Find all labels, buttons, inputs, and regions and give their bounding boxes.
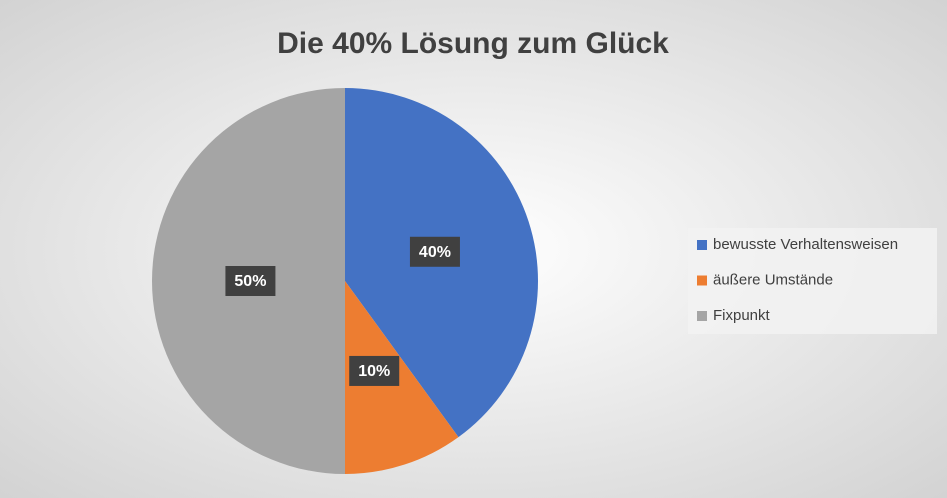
- value-label-box: [349, 355, 400, 386]
- legend-swatch: [697, 275, 707, 286]
- value-label-box: [225, 266, 276, 296]
- legend-swatch: [697, 240, 707, 250]
- legend-text: äußere Umstände: [713, 271, 833, 288]
- legend-swatch: [697, 311, 707, 321]
- legend-text: Fixpunkt: [713, 307, 771, 324]
- pie-slice: [345, 281, 459, 474]
- legend-text: bewusste Verhaltensweisen: [713, 236, 898, 253]
- value-label-box: [409, 236, 460, 267]
- value-label: 50%: [234, 273, 266, 290]
- legend-box: [688, 228, 937, 334]
- value-label: 40%: [419, 244, 451, 261]
- value-label: 10%: [358, 363, 390, 380]
- chart-title: Die 40% Lösung zum Glück: [277, 27, 669, 60]
